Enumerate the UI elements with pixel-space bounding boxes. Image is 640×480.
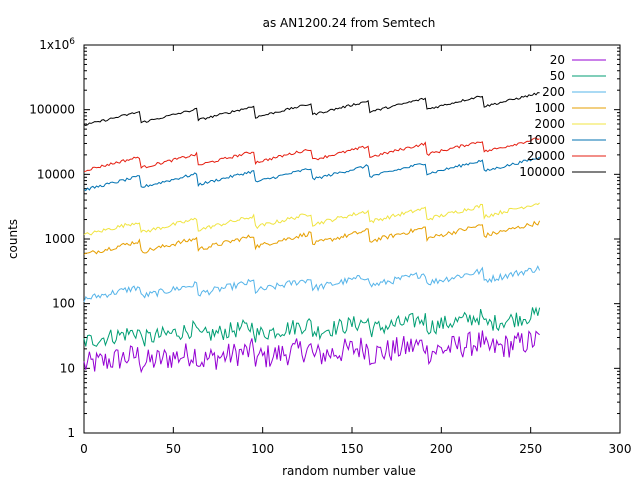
legend-label-100000: 100000 [519, 165, 565, 179]
legend-label-20: 20 [550, 53, 565, 67]
x-tick-label: 300 [609, 442, 632, 456]
y-tick-label: 10 [60, 361, 75, 375]
x-tick-label: 100 [251, 442, 274, 456]
y-tick-label: 100 [52, 297, 75, 311]
series-line-10000 [83, 156, 540, 192]
y-tick-label: 1 [67, 426, 75, 440]
x-tick-label: 200 [430, 442, 453, 456]
x-axis: 0 50 100 150 200 250 300 [80, 45, 631, 456]
series-line-1000 [83, 220, 541, 255]
series-line-2000 [83, 202, 540, 236]
legend-label-50: 50 [550, 69, 565, 83]
chart-title: as AN1200.24 from Semtech [263, 16, 436, 30]
legend-label-10000: 10000 [527, 133, 565, 147]
x-axis-title: random number value [282, 464, 416, 478]
legend-label-2000: 2000 [534, 117, 565, 131]
series-line-50 [83, 306, 541, 347]
y-axis: 1 10 100 1000 10000 100000 1x106 [29, 37, 620, 440]
series-line-100000 [83, 92, 540, 127]
x-tick-label: 50 [166, 442, 181, 456]
series-line-20 [83, 330, 540, 374]
series-group [83, 92, 541, 374]
y-axis-title: counts [6, 219, 20, 259]
x-tick-label: 0 [80, 442, 88, 456]
x-tick-label: 150 [341, 442, 364, 456]
legend-label-1000: 1000 [534, 101, 565, 115]
legend-label-20000: 20000 [527, 149, 565, 163]
series-line-20000 [83, 137, 540, 172]
x-tick-label: 250 [519, 442, 542, 456]
y-tick-label: 1x106 [39, 37, 75, 52]
y-tick-label: 10000 [37, 167, 75, 181]
series-line-200 [83, 265, 541, 303]
legend-label-200: 200 [542, 85, 565, 99]
legend: 20 50 200 1000 2000 10000 20000 100000 [519, 53, 606, 179]
y-tick-label: 100000 [29, 103, 75, 117]
y-tick-label: 1000 [44, 232, 75, 246]
